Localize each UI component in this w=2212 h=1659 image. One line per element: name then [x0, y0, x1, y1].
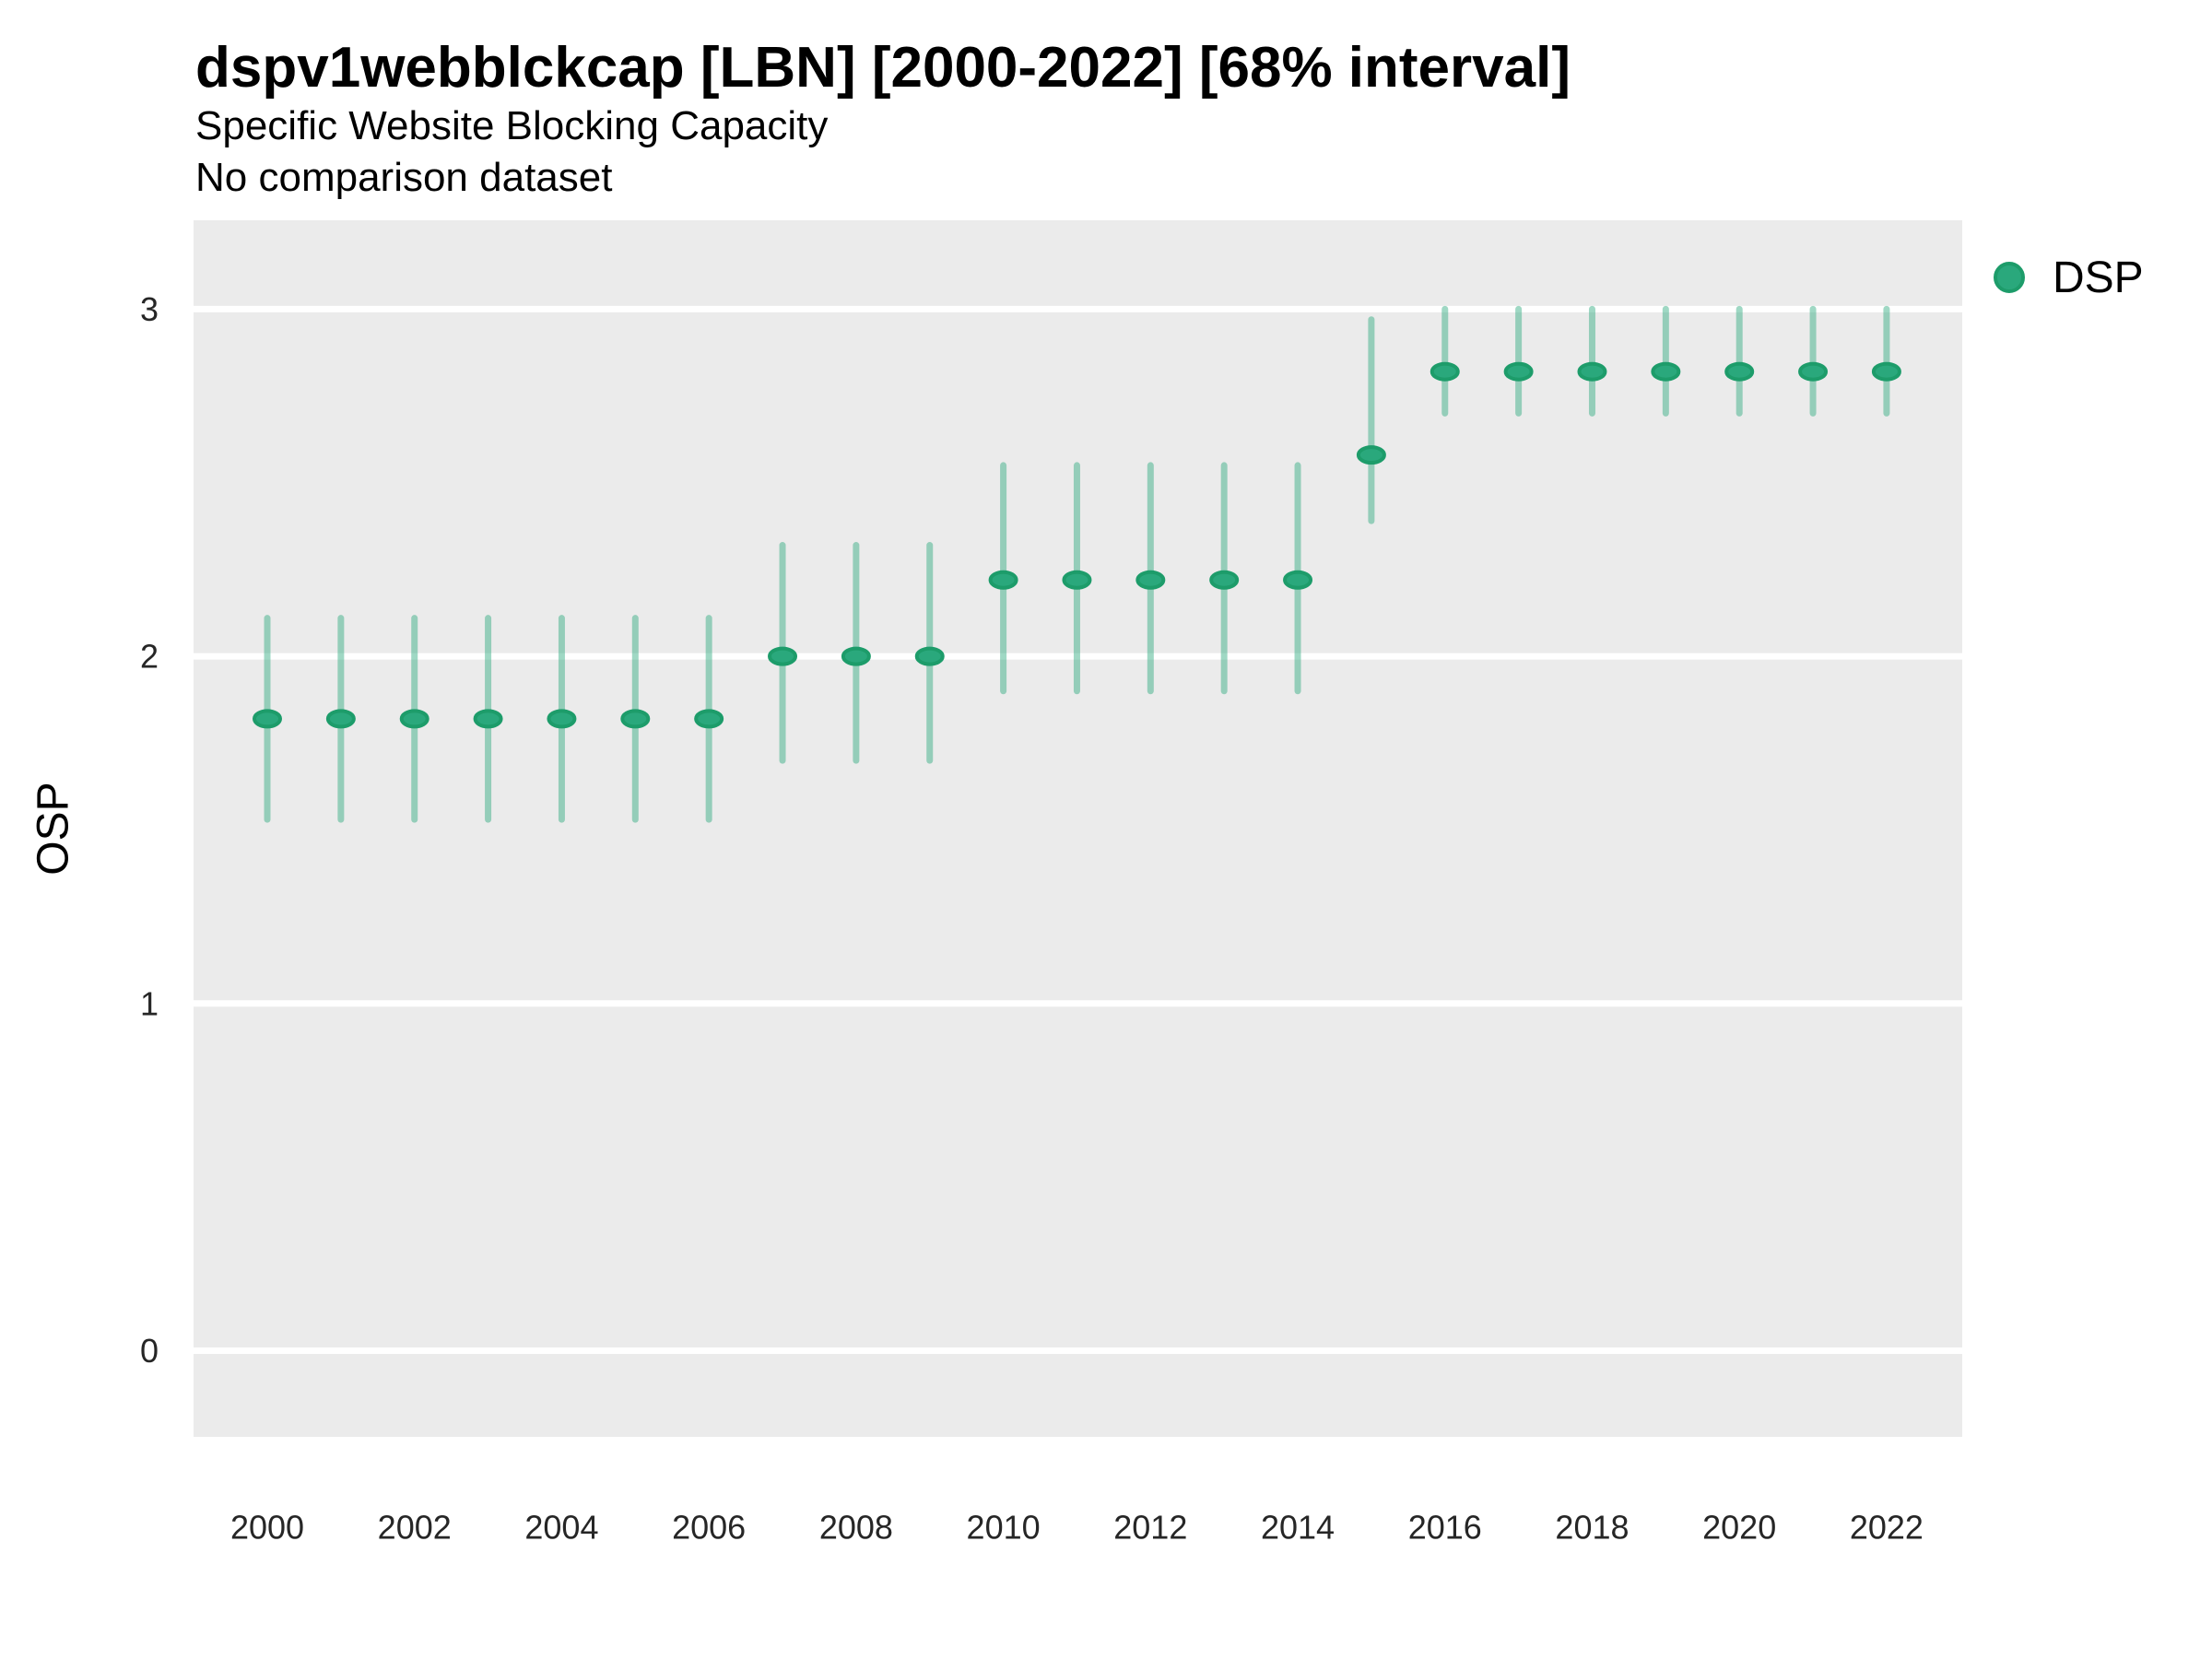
data-point-2002: [399, 709, 429, 729]
x-tick-label-2014: 2014: [1261, 1509, 1335, 1547]
data-point-2020: [1724, 361, 1755, 382]
data-point-2012: [1135, 570, 1166, 590]
x-tick-label-2002: 2002: [378, 1509, 452, 1547]
x-tick-label-2004: 2004: [524, 1509, 598, 1547]
x-tick-label-2020: 2020: [1702, 1509, 1776, 1547]
legend-label: DSP: [2053, 253, 2144, 302]
legend: DSP: [1994, 250, 2144, 305]
data-point-2019: [1651, 361, 1681, 382]
data-point-2003: [473, 709, 503, 729]
data-point-2015: [1356, 445, 1386, 465]
y-tick-label-1: 1: [140, 984, 159, 1022]
x-tick-label-2022: 2022: [1850, 1509, 1924, 1547]
data-point-2007: [768, 646, 798, 666]
legend-point-icon: [1994, 262, 2025, 293]
y-tick-label-3: 3: [140, 290, 159, 328]
x-tick-label-2008: 2008: [819, 1509, 893, 1547]
x-tick-label-2016: 2016: [1408, 1509, 1482, 1547]
data-point-2005: [620, 709, 651, 729]
x-tick-label-2018: 2018: [1555, 1509, 1629, 1547]
data-point-2016: [1430, 361, 1460, 382]
data-point-2001: [325, 709, 356, 729]
y-tick-label-0: 0: [140, 1332, 159, 1370]
x-tick-label-2010: 2010: [967, 1509, 1041, 1547]
data-point-2009: [914, 646, 945, 666]
data-point-2011: [1062, 570, 1092, 590]
data-point-2006: [694, 709, 724, 729]
data-point-2021: [1798, 361, 1829, 382]
data-point-2014: [1283, 570, 1313, 590]
x-tick-label-2012: 2012: [1113, 1509, 1187, 1547]
chart-subtitle: Specific Website Blocking Capacity: [195, 103, 829, 148]
data-point-2010: [988, 570, 1018, 590]
plot-panel: [194, 220, 1962, 1437]
x-tick-label-2006: 2006: [672, 1509, 746, 1547]
comparison-note: No comparison dataset: [195, 155, 613, 200]
data-point-2000: [253, 709, 282, 729]
x-tick-label-2000: 2000: [230, 1509, 304, 1547]
data-point-2004: [547, 709, 577, 729]
data-point-2008: [841, 646, 871, 666]
chart-title: dspv1webblckcap [LBN] [2000-2022] [68% i…: [195, 36, 1571, 100]
data-point-2013: [1209, 570, 1240, 590]
y-tick-label-2: 2: [140, 638, 159, 676]
data-point-2018: [1577, 361, 1607, 382]
data-point-2022: [1871, 361, 1901, 382]
data-point-2017: [1503, 361, 1534, 382]
